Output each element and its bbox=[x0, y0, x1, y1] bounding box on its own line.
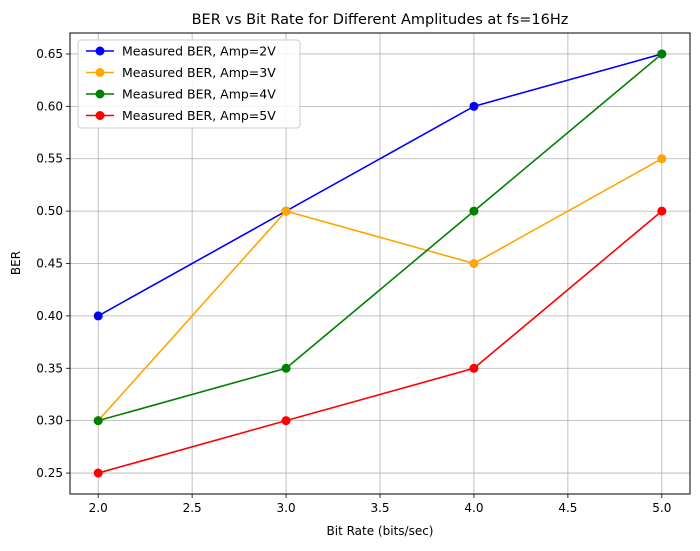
legend-label: Measured BER, Amp=3V bbox=[122, 65, 276, 80]
x-tick-label: 3.0 bbox=[277, 501, 296, 515]
legend-marker bbox=[95, 46, 105, 56]
legend-marker bbox=[95, 68, 105, 77]
y-tick-label: 0.55 bbox=[36, 152, 63, 166]
data-point bbox=[657, 206, 667, 216]
data-point bbox=[93, 468, 103, 478]
series-line bbox=[97, 53, 663, 422]
legend-item: Measured BER, Amp=5V bbox=[86, 108, 276, 123]
series-group bbox=[93, 49, 667, 478]
data-point bbox=[469, 206, 479, 216]
data-point bbox=[469, 363, 479, 373]
data-point bbox=[657, 154, 667, 164]
chart-title: BER vs Bit Rate for Different Amplitudes… bbox=[192, 12, 569, 28]
data-point bbox=[281, 363, 291, 373]
legend: Measured BER, Amp=2V Measured BER, Amp=3V… bbox=[77, 39, 301, 129]
data-point bbox=[93, 311, 103, 321]
series-4 bbox=[93, 206, 667, 478]
y-tick-label: 0.65 bbox=[36, 47, 63, 61]
data-point bbox=[281, 206, 291, 216]
series-line bbox=[97, 210, 663, 474]
y-tick-label: 0.30 bbox=[36, 414, 63, 428]
axes: 2.0 2.5 3.0 3.5 4.0 4.5 5.0 0.25 0.30 0.35 0.40 0.4… bbox=[36, 47, 671, 515]
plot-frame bbox=[69, 32, 691, 495]
y-tick-label: 0.60 bbox=[36, 99, 63, 113]
legend-label: Measured BER, Amp=5V bbox=[122, 108, 276, 123]
legend-item: Measured BER, Amp=2V bbox=[86, 44, 276, 59]
data-point bbox=[469, 101, 479, 111]
x-tick-label: 4.5 bbox=[558, 501, 577, 515]
series-3 bbox=[93, 49, 667, 426]
x-axis-label: Bit Rate (bits/sec) bbox=[327, 524, 434, 538]
legend-marker bbox=[95, 89, 105, 99]
x-tick-label: 2.5 bbox=[183, 501, 202, 515]
series-line bbox=[97, 158, 663, 422]
y-tick-label: 0.50 bbox=[36, 204, 63, 218]
legend-marker bbox=[95, 111, 105, 120]
data-point bbox=[281, 416, 291, 426]
legend-label: Measured BER, Amp=2V bbox=[122, 44, 276, 59]
y-axis-label: BER bbox=[9, 251, 23, 275]
legend-label: Measured BER, Amp=4V bbox=[122, 87, 276, 102]
x-tick-label: 5.0 bbox=[652, 501, 671, 515]
y-tick-label: 0.45 bbox=[36, 257, 63, 271]
legend-item: Measured BER, Amp=4V bbox=[86, 87, 276, 102]
legend-box bbox=[77, 39, 301, 129]
data-point bbox=[657, 49, 667, 59]
x-tick-label: 2.0 bbox=[89, 501, 108, 515]
y-tick-label: 0.35 bbox=[36, 361, 63, 375]
data-point bbox=[469, 259, 479, 268]
y-tick-label: 0.40 bbox=[36, 309, 63, 323]
x-tick-label: 3.5 bbox=[370, 501, 389, 515]
series-line bbox=[97, 53, 663, 317]
data-point bbox=[93, 416, 103, 426]
y-tick-label: 0.25 bbox=[36, 466, 63, 480]
x-tick-label: 4.0 bbox=[464, 501, 483, 515]
legend-item: Measured BER, Amp=3V bbox=[86, 65, 276, 80]
